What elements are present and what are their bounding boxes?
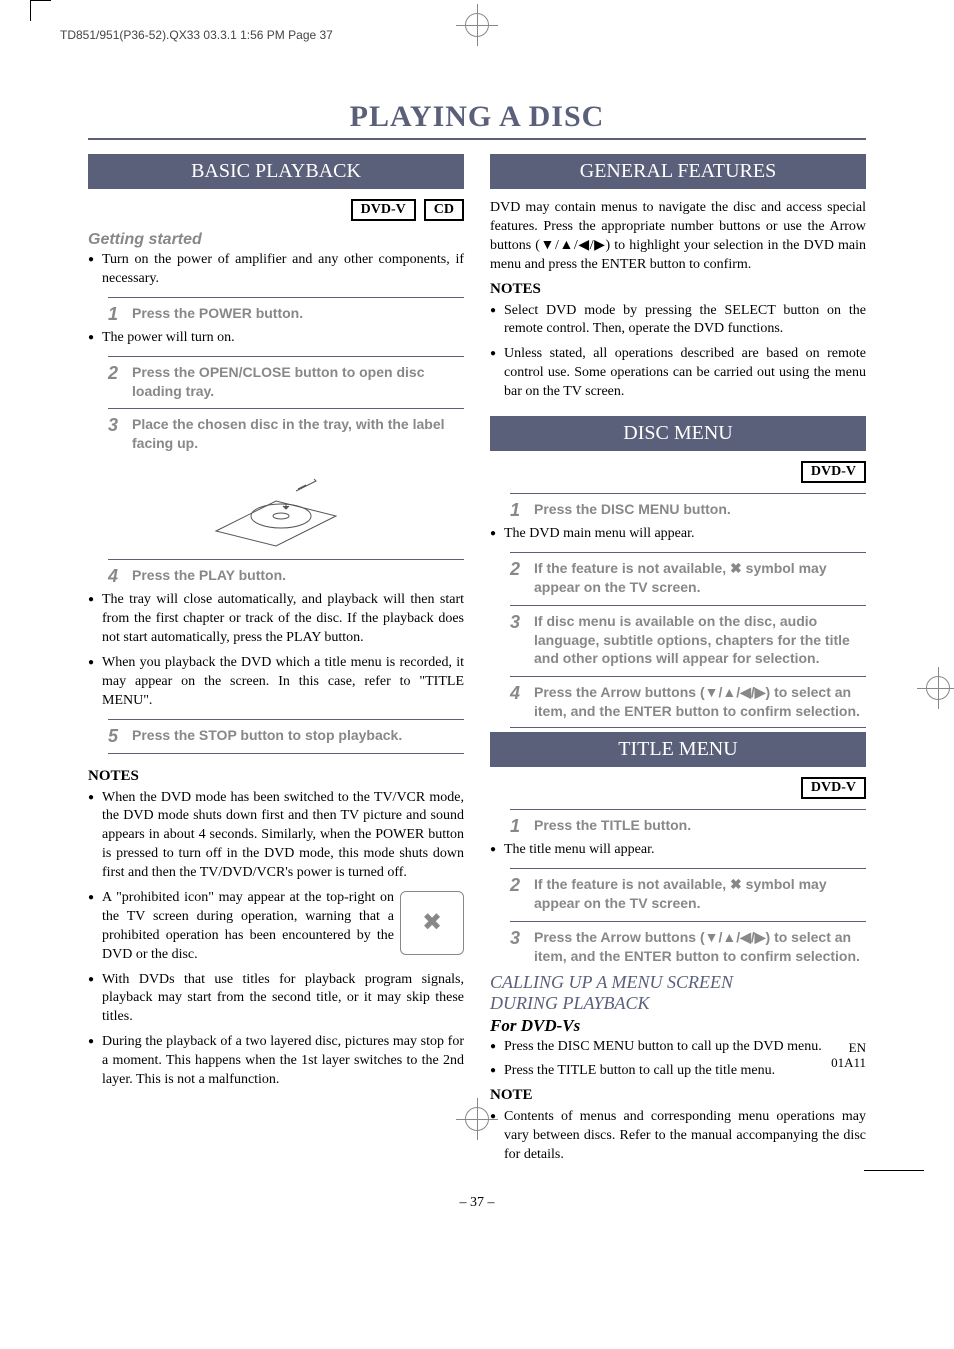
dm-after1: The DVD main menu will appear. — [490, 525, 866, 544]
step-number: 5 — [108, 726, 132, 747]
note-text: A "prohibited icon" may appear at the to… — [102, 890, 394, 962]
title-menu-banner: TITLE MENU — [490, 732, 866, 767]
list-item: The tray will close automatically, and p… — [88, 591, 464, 648]
step-number: 3 — [108, 415, 132, 436]
list-item: When you playback the DVD which a title … — [88, 654, 464, 711]
note-item: Contents of menus and corresponding menu… — [490, 1108, 866, 1165]
two-columns: BASIC PLAYBACK DVD-V CD Getting started … — [88, 154, 866, 1171]
note-item: Select DVD mode by pressing the SELECT b… — [490, 302, 866, 340]
code-label: 01A11 — [831, 1055, 866, 1070]
prepress-header: TD851/951(P36-52).QX33 03.3.1 1:56 PM Pa… — [60, 28, 333, 42]
dm-step-2: 2 If the feature is not available, ✖ sym… — [510, 552, 866, 597]
note-item: When the DVD mode has been switched to t… — [88, 789, 464, 883]
list-item: Press the DISC MENU button to call up th… — [490, 1038, 866, 1057]
tm-after1: The title menu will appear. — [490, 841, 866, 860]
crop-mark — [30, 0, 51, 21]
note-item: During the playback of a two layered dis… — [88, 1033, 464, 1090]
note-item: With DVDs that use titles for playback p… — [88, 971, 464, 1028]
left-column: BASIC PLAYBACK DVD-V CD Getting started … — [88, 154, 464, 1171]
step-number: 1 — [510, 816, 534, 837]
list-item: The power will turn on. — [88, 329, 464, 348]
list-item: The title menu will appear. — [490, 841, 866, 860]
note-item: ✖ A "prohibited icon" may appear at the … — [88, 889, 464, 965]
step-text: Press the Arrow buttons (▼/▲/◀/▶) to sel… — [534, 928, 866, 966]
disc-menu-banner: DISC MENU — [490, 416, 866, 451]
prohibited-icon-box: ✖ — [400, 891, 464, 955]
step-2: 2 Press the OPEN/CLOSE button to open di… — [108, 356, 464, 401]
step-text: If the feature is not available, ✖ symbo… — [534, 559, 866, 597]
title-rule — [88, 138, 866, 140]
step-number: 1 — [510, 500, 534, 521]
step-4: 4 Press the PLAY button. — [108, 559, 464, 587]
list-item: The DVD main menu will appear. — [490, 525, 866, 544]
page-title: PLAYING A DISC — [88, 100, 866, 134]
badge-dvdv: DVD-V — [801, 777, 866, 799]
en-label: EN — [849, 1040, 866, 1055]
notes-heading: NOTES — [88, 768, 464, 785]
dvdv-bullets: Press the DISC MENU button to call up th… — [490, 1038, 866, 1082]
step-text: Press the DISC MENU button. — [534, 500, 731, 519]
badge-dvdv: DVD-V — [351, 199, 416, 221]
step-text: If disc menu is available on the disc, a… — [534, 612, 866, 669]
badge-row: DVD-V — [490, 777, 866, 799]
step-text: Press the POWER button. — [132, 304, 303, 323]
notes-heading: NOTES — [490, 281, 866, 298]
step-text: Press the STOP button to stop playback. — [132, 726, 402, 745]
tm-step-2: 2 If the feature is not available, ✖ sym… — [510, 868, 866, 913]
step-text: If the feature is not available, ✖ symbo… — [534, 875, 866, 913]
right-column: GENERAL FEATURES DVD may contain menus t… — [490, 154, 866, 1171]
page-number: – 37 – — [88, 1195, 866, 1211]
registration-mark-bottom — [465, 1107, 489, 1131]
gf-notes-list: Select DVD mode by pressing the SELECT b… — [490, 302, 866, 402]
getting-started-head: Getting started — [88, 231, 464, 249]
note-item: Unless stated, all operations described … — [490, 345, 866, 402]
note-heading: NOTE — [490, 1087, 866, 1104]
gs-bullet-list: Turn on the power of amplifier and any o… — [88, 251, 464, 289]
after-step1: The power will turn on. — [88, 329, 464, 348]
registration-mark-right — [926, 676, 950, 700]
gf-intro: DVD may contain menus to navigate the di… — [490, 199, 866, 275]
dm-step-4: 4 Press the Arrow buttons (▼/▲/◀/▶) to s… — [510, 676, 866, 728]
step-number: 2 — [108, 363, 132, 384]
after-step4: The tray will close automatically, and p… — [88, 591, 464, 710]
badge-row: DVD-V — [490, 461, 866, 483]
notes-list: When the DVD mode has been switched to t… — [88, 789, 464, 1090]
disc-tray-illustration — [206, 461, 346, 551]
step-text: Press the TITLE button. — [534, 816, 691, 835]
for-dvdvs-head: For DVD-Vs — [490, 1016, 866, 1036]
registration-mark-top — [465, 13, 489, 37]
tm-step-3: 3 Press the Arrow buttons (▼/▲/◀/▶) to s… — [510, 921, 866, 966]
step-number: 2 — [510, 559, 534, 580]
step-number: 2 — [510, 875, 534, 896]
step-text: Press the PLAY button. — [132, 566, 286, 585]
step-number: 3 — [510, 612, 534, 633]
tm-step-1: 1 Press the TITLE button. — [510, 809, 866, 837]
step-text: Press the OPEN/CLOSE button to open disc… — [132, 363, 464, 401]
content-area: PLAYING A DISC BASIC PLAYBACK DVD-V CD G… — [88, 100, 866, 1211]
page: TD851/951(P36-52).QX33 03.3.1 1:56 PM Pa… — [0, 0, 954, 1251]
step-text: Place the chosen disc in the tray, with … — [132, 415, 464, 453]
step-text: Press the Arrow buttons (▼/▲/◀/▶) to sel… — [534, 683, 866, 721]
dm-step-3: 3 If disc menu is available on the disc,… — [510, 605, 866, 669]
step-number: 3 — [510, 928, 534, 949]
language-tag: EN 01A11 — [831, 1040, 866, 1071]
step-5: 5 Press the STOP button to stop playback… — [108, 719, 464, 754]
step-number: 4 — [510, 683, 534, 704]
final-note: Contents of menus and corresponding menu… — [490, 1108, 866, 1165]
step-number: 4 — [108, 566, 132, 587]
step-1: 1 Press the POWER button. — [108, 297, 464, 325]
basic-playback-banner: BASIC PLAYBACK — [88, 154, 464, 189]
step-3: 3 Place the chosen disc in the tray, wit… — [108, 408, 464, 453]
general-features-banner: GENERAL FEATURES — [490, 154, 866, 189]
list-item: Press the TITLE button to call up the ti… — [490, 1062, 866, 1081]
crop-mark-br — [864, 1170, 924, 1171]
badge-dvdv: DVD-V — [801, 461, 866, 483]
format-badges: DVD-V CD — [88, 199, 464, 221]
step-number: 1 — [108, 304, 132, 325]
dm-step-1: 1 Press the DISC MENU button. — [510, 493, 866, 521]
calling-head-1: CALLING UP A MENU SCREEN — [490, 972, 866, 993]
calling-head-2: DURING PLAYBACK — [490, 993, 866, 1014]
badge-cd: CD — [424, 199, 464, 221]
gs-bullet: Turn on the power of amplifier and any o… — [88, 251, 464, 289]
